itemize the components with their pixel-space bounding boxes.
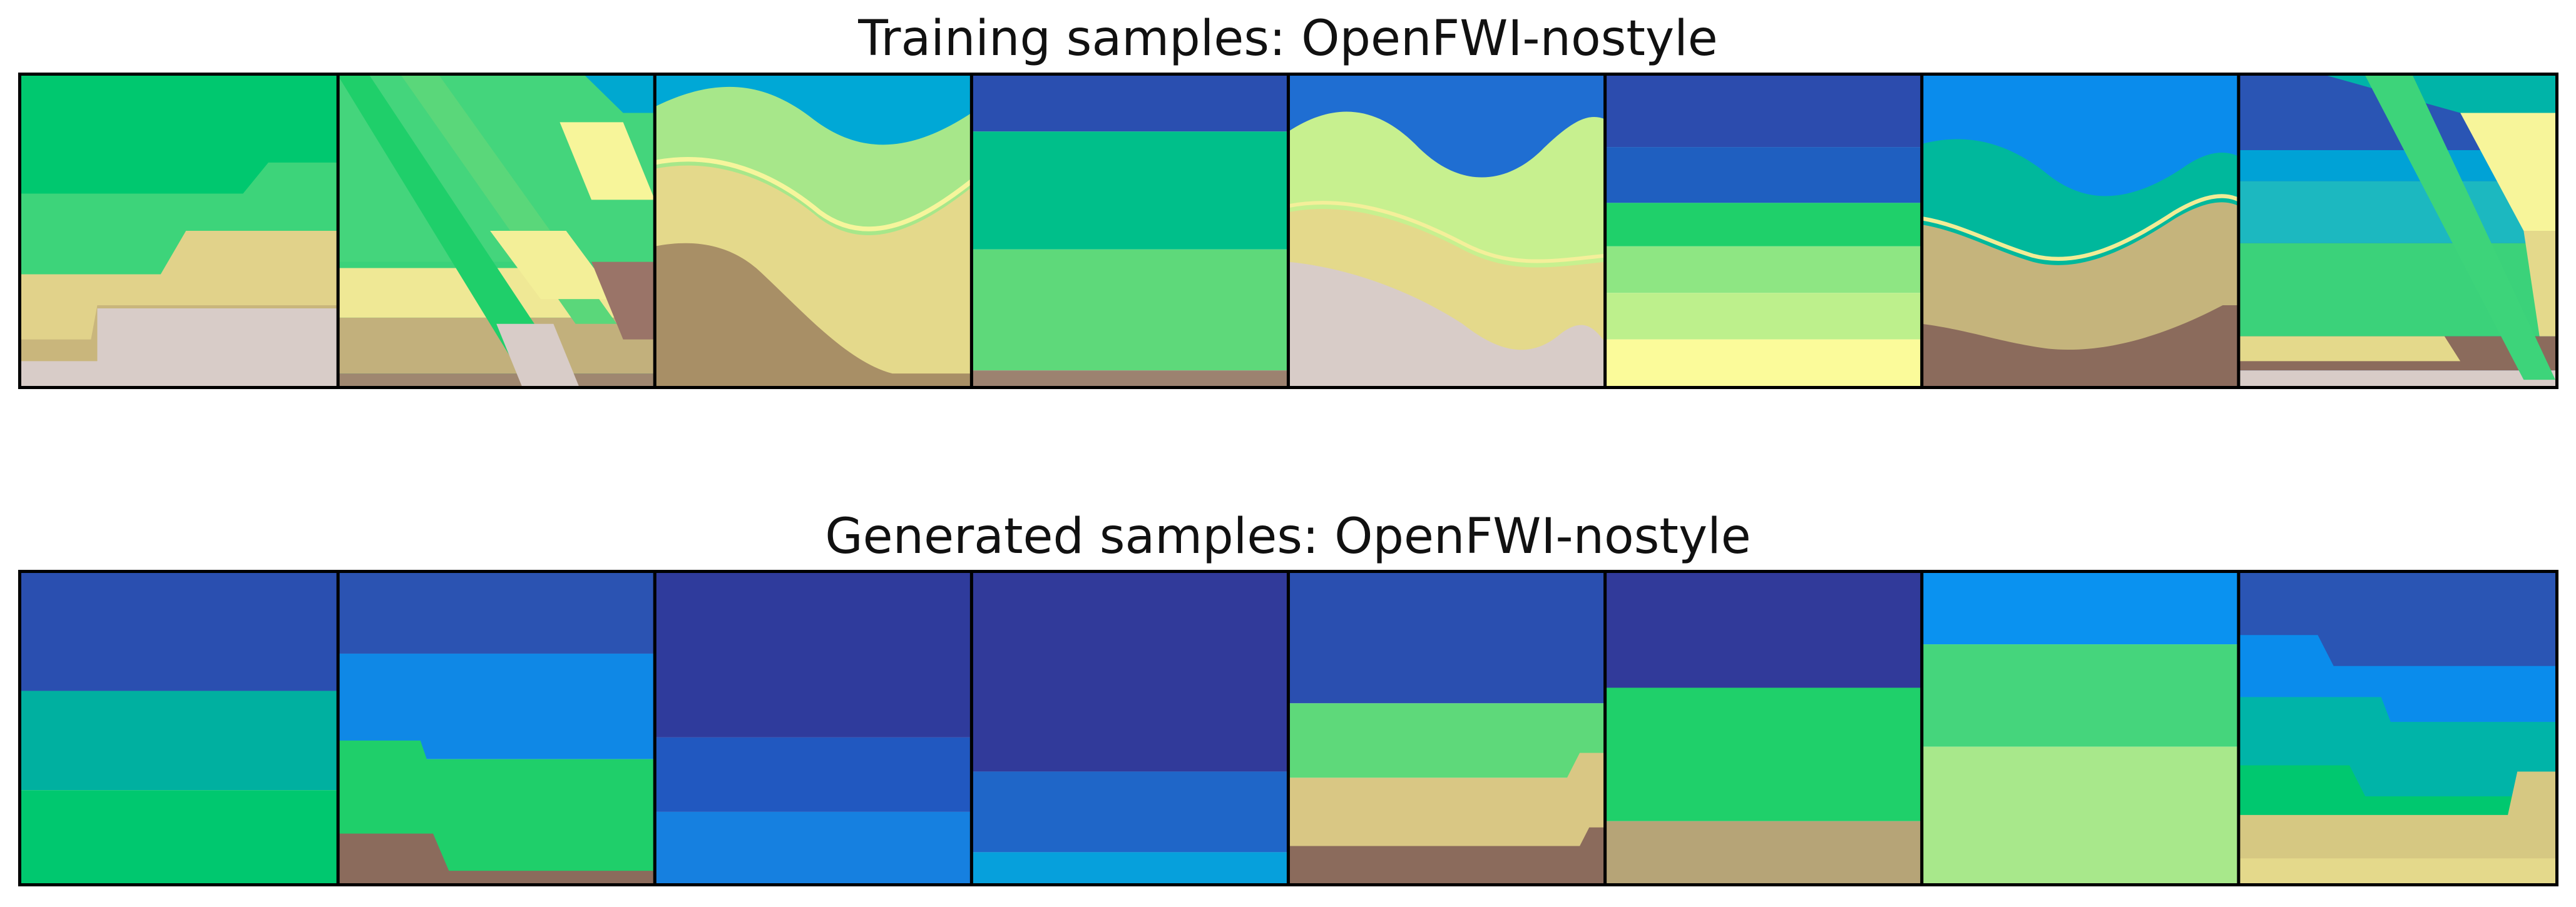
generated-sample-1 [21,573,339,883]
training-separators [336,76,2241,386]
training-title: Training samples: OpenFWI-nostyle [858,11,1718,67]
training-sample-5 [1287,76,1605,386]
training-sample-3 [654,76,973,386]
generated-title: Generated samples: OpenFWI-nostyle [825,509,1751,565]
generated-sample-7 [1921,573,2239,883]
generated-sample-8 [2238,573,2555,883]
generated-sample-5 [1288,573,1605,883]
training-sample-7 [1921,76,2240,386]
training-samples-strip [18,73,2558,389]
generated-samples-strip [18,570,2558,886]
generated-sample-2 [338,573,655,883]
generated-sample-3 [655,573,972,883]
training-sample-8 [2238,76,2555,386]
training-sample-2 [338,76,655,386]
generated-sample-4 [971,573,1289,883]
generated-separators [336,573,2241,883]
training-samples-graphic [21,76,2555,386]
training-sample-1 [21,76,339,386]
generated-sample-6 [1605,573,1922,883]
training-sample-6 [1605,76,1922,386]
training-sample-4 [971,76,1289,386]
generated-samples-graphic [21,573,2555,883]
